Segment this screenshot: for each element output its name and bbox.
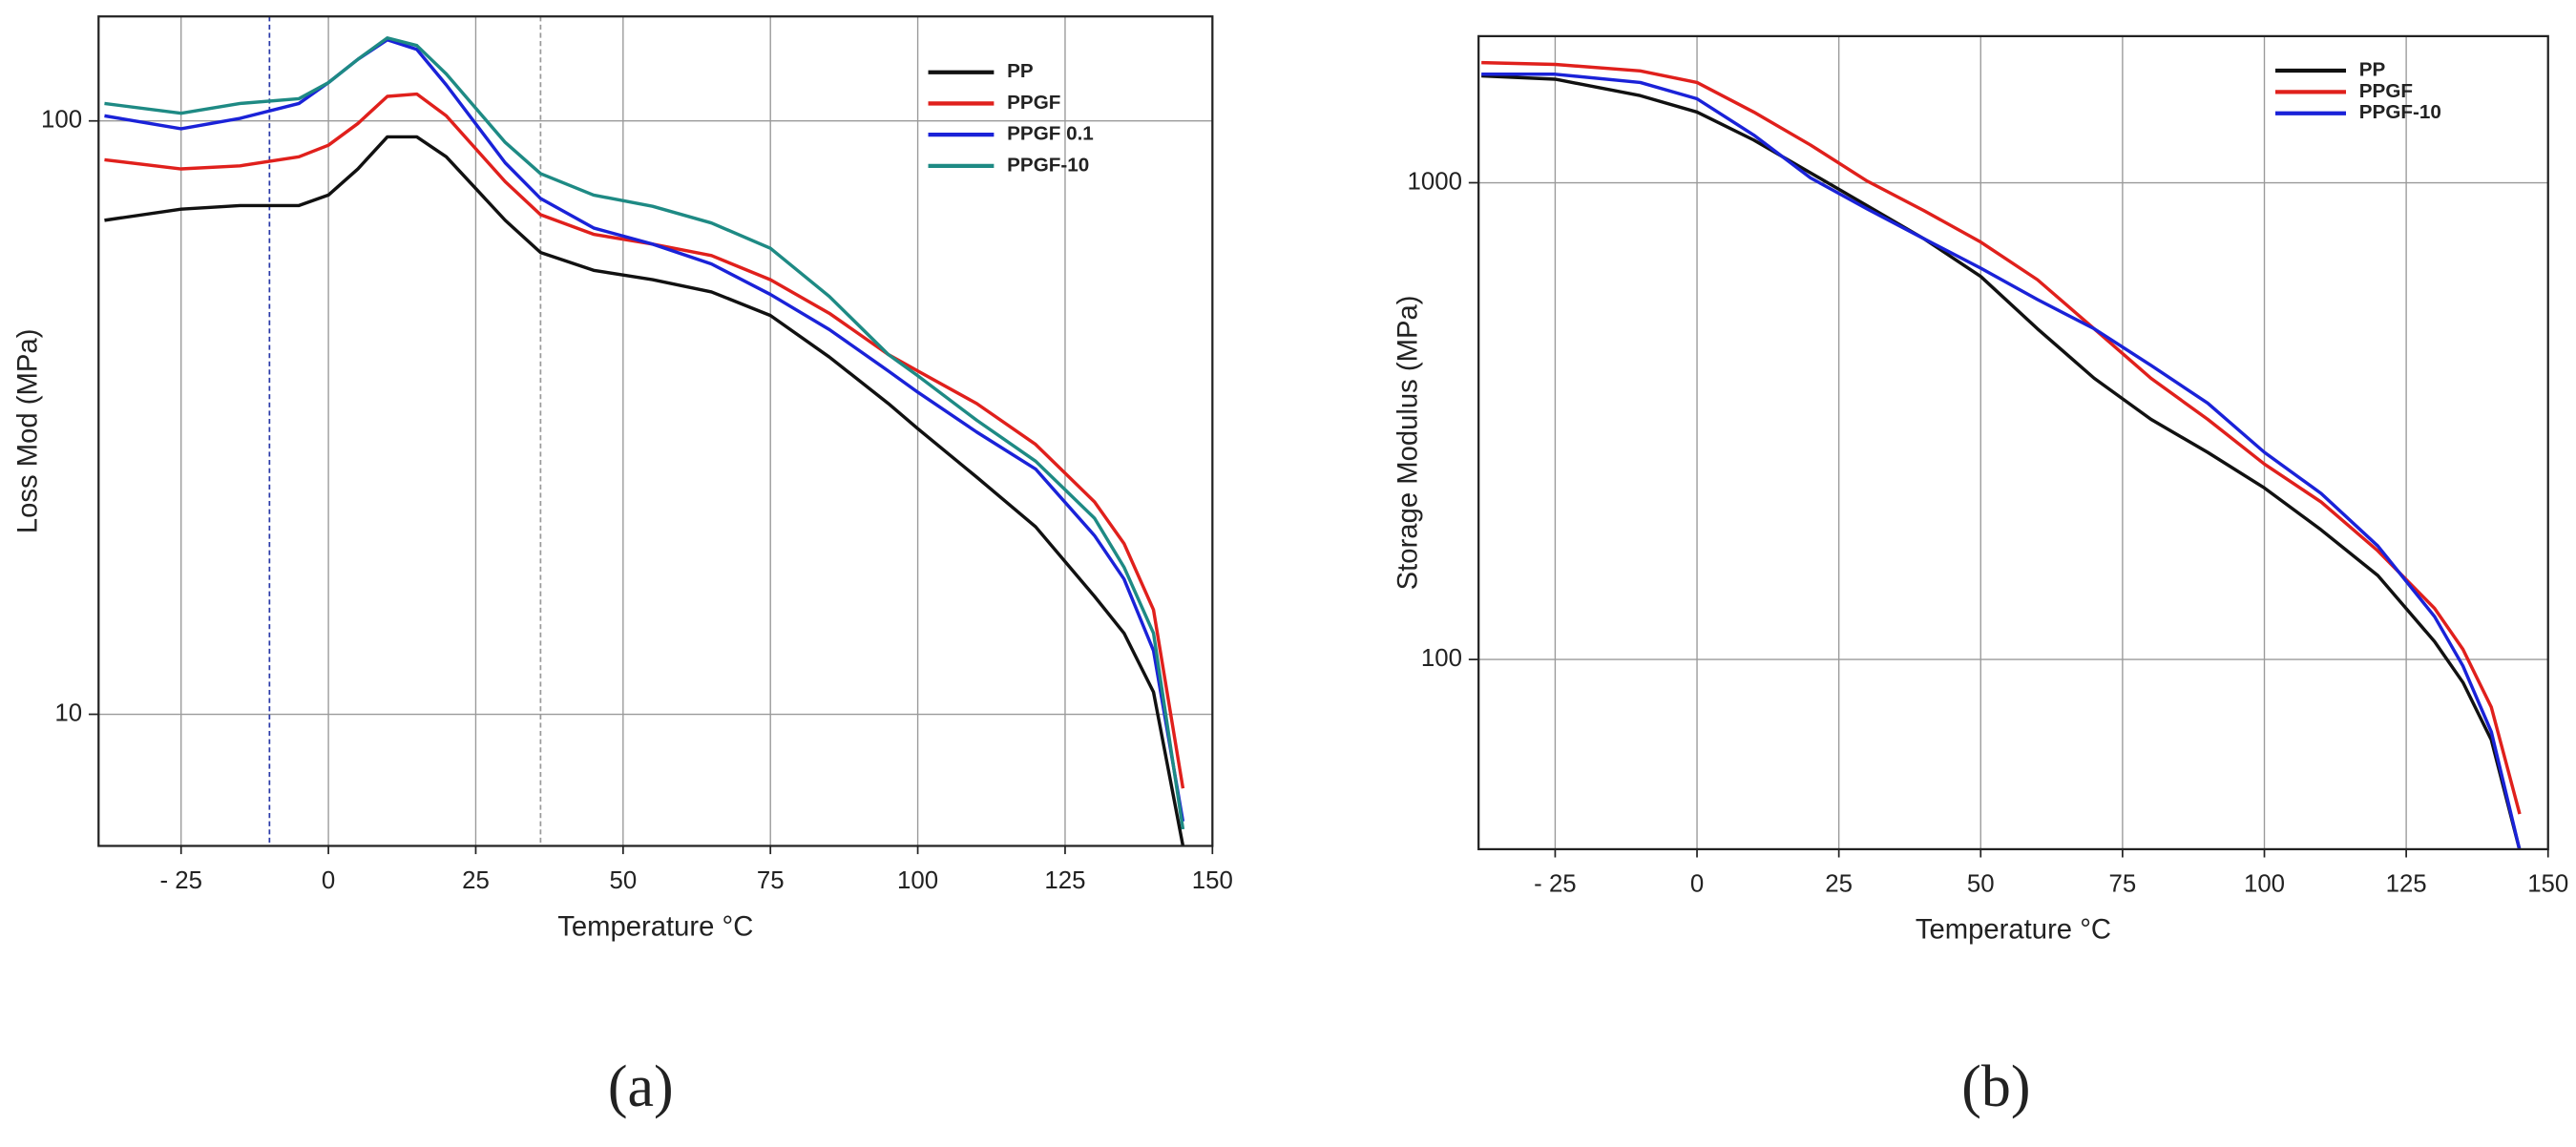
x-tick-label: 25 xyxy=(1825,871,1853,898)
x-tick-label: 50 xyxy=(609,867,637,894)
legend-label: PP xyxy=(2359,58,2386,80)
legend-label: PPGF-10 xyxy=(2359,101,2441,123)
x-tick-label: 150 xyxy=(1192,867,1233,894)
x-tick-label: 100 xyxy=(897,867,938,894)
y-axis-label: Loss Mod (MPa) xyxy=(13,329,44,534)
legend-label: PPGF xyxy=(2359,80,2413,102)
series-line xyxy=(1481,73,2522,849)
y-tick-label: 100 xyxy=(1421,645,1462,672)
series-line xyxy=(104,36,1185,830)
panel-label: (a) xyxy=(608,1054,674,1119)
legend-label: PP xyxy=(1007,60,1034,82)
series-group xyxy=(1481,60,2522,849)
legend-label: PPGF 0.1 xyxy=(1007,123,1094,145)
y-axis-label: Storage Modulus (MPa) xyxy=(1393,295,1424,590)
x-tick-label: 0 xyxy=(322,867,335,894)
chart: - 25 0 25 50 75 100 125 150 10 100 PP PPGF PPGF 0.1 P… xyxy=(13,15,1233,1119)
x-tick-label: 150 xyxy=(2527,871,2568,898)
x-tick-label: 125 xyxy=(1044,867,1085,894)
x-tick-label: 125 xyxy=(2386,871,2427,898)
series-group xyxy=(104,36,1185,846)
x-axis-label: Temperature °C xyxy=(557,911,753,942)
x-tick-label: 0 xyxy=(1690,871,1704,898)
panel-label: (b) xyxy=(1961,1054,2030,1119)
x-tick-label: - 25 xyxy=(159,867,201,894)
plot-frame xyxy=(1477,34,2549,851)
y-tick-label: 100 xyxy=(41,107,82,134)
series-line xyxy=(104,92,1185,789)
series-line xyxy=(1481,73,2522,849)
series-line xyxy=(104,135,1185,846)
y-tick-label: 1000 xyxy=(1408,168,1462,195)
x-tick-label: 100 xyxy=(2244,871,2285,898)
x-tick-label: 75 xyxy=(2109,871,2137,898)
y-tick-label: 10 xyxy=(54,699,82,726)
legend-label: PPGF xyxy=(1007,92,1060,114)
x-tick-label: 25 xyxy=(462,867,490,894)
legend-label: PPGF-10 xyxy=(1007,154,1089,176)
series-line xyxy=(1481,60,2522,815)
x-tick-label: 50 xyxy=(1967,871,1995,898)
x-axis-label: Temperature °C xyxy=(1916,915,2111,946)
chart: - 25 0 25 50 75 100 125 150 100 1000 PPPPGFPPGF-10… xyxy=(1393,34,2568,1119)
plot-frame xyxy=(97,15,1214,847)
x-tick-label: 75 xyxy=(757,867,785,894)
x-tick-label: - 25 xyxy=(1534,871,1576,898)
